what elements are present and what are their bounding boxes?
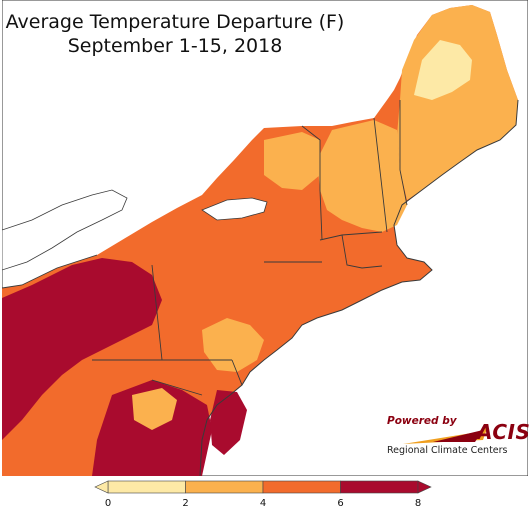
legend: 0 2 4 6 8 (92, 479, 432, 511)
state-boundaries (1, 100, 408, 396)
legend-colorbar (94, 480, 432, 494)
map-frame (1, 0, 529, 477)
temperature-departure-map (1, 0, 529, 477)
maine-region (397, 5, 518, 200)
virginia-light (132, 388, 177, 430)
legend-bin-2 (262, 480, 341, 494)
nh-vt-region (317, 120, 407, 232)
logo-powered-by: Powered by (387, 415, 457, 427)
logo-subtitle: Regional Climate Centers (387, 445, 508, 456)
legend-tick-label: 2 (182, 498, 189, 509)
acis-swoosh-icon (403, 426, 488, 444)
legend-arrow-high (417, 480, 432, 494)
legend-bin-3 (340, 480, 419, 494)
lake-ontario (201, 197, 268, 221)
acis-logo: Powered by ACIS Regional Climate Centers (383, 414, 530, 458)
delmarva-red (210, 390, 247, 455)
logo-brand: ACIS (477, 420, 531, 444)
legend-bin-0 (107, 480, 186, 494)
legend-tick-label: 4 (259, 498, 267, 509)
map-title-line2: September 1-15, 2018 (67, 35, 283, 57)
atlantic-coastline (199, 99, 519, 477)
maine-north-light (414, 40, 472, 100)
legend-tick-label: 6 (337, 498, 344, 509)
lake-erie-canada (1, 189, 128, 271)
legend-bin-1 (185, 480, 264, 494)
mid-atlantic-light (202, 318, 264, 372)
western-red-band (2, 258, 162, 440)
northeast-land (2, 5, 518, 476)
upstate-ny-light (264, 132, 320, 190)
map-title: Average Temperature Departure (F) Septem… (0, 10, 350, 58)
legend-tick-label: 8 (414, 498, 422, 509)
legend-tick-label: 0 (104, 498, 112, 509)
legend-arrow-low (94, 480, 109, 494)
map-title-line1: Average Temperature Departure (F) (5, 11, 345, 33)
